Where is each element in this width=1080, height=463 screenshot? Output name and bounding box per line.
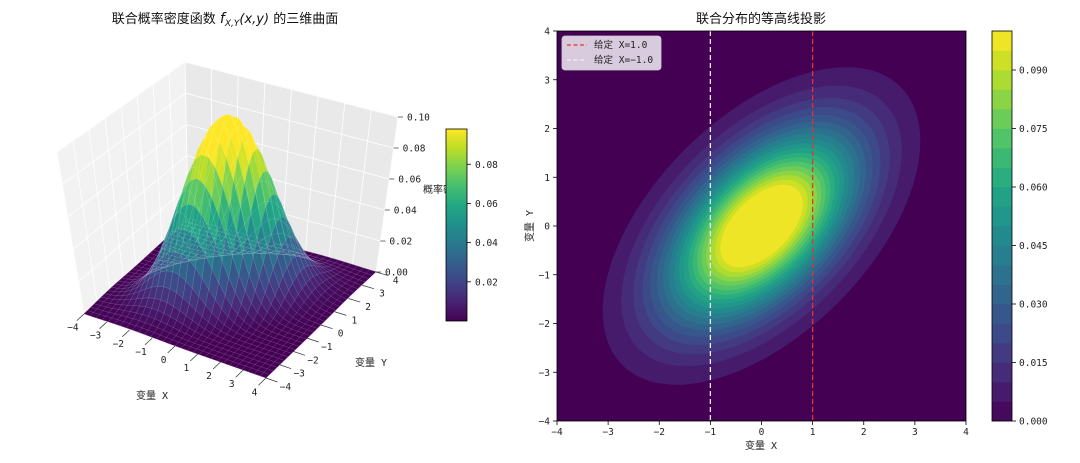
- contour-ytick: 0: [544, 222, 550, 233]
- surface-colorbar: [445, 128, 468, 322]
- surface-mesh: [83, 114, 377, 379]
- contour-ytick: 1: [544, 173, 550, 184]
- contour-vlines: [709, 31, 814, 421]
- contour-ytick: −4: [539, 417, 551, 428]
- surface-colorbar-tick: 0.02: [475, 277, 498, 288]
- contour-colorbar-tick: 0.060: [1019, 183, 1048, 194]
- surface-ytick: 0: [338, 329, 344, 340]
- contour-xtick: 2: [861, 427, 867, 438]
- contour-colorbar-tick: 0.015: [1019, 358, 1048, 369]
- surface-ztick: 0.02: [389, 237, 412, 248]
- surface-xtick: 3: [229, 379, 235, 390]
- contour-title: 联合分布的等高线投影: [696, 11, 826, 27]
- surface-xtick: 2: [206, 371, 212, 382]
- contour-ytick: 3: [544, 75, 550, 86]
- contour-ytick: −3: [539, 368, 550, 379]
- surface-title: 联合概率密度函数 fX,Y(x,y) 的三维曲面: [112, 11, 338, 29]
- contour-ticks: −4 −3 −2 −1 0 1 2 3 4 −4 −3 −2 −1 0 1 2 3 4: [539, 27, 970, 439]
- contour-chart: 联合分布的等高线投影 −4 −3 −2 −1 0 1 2 3 4 −4 −3 −2 −1 0 1 2 3 4 变量…: [523, 11, 1048, 452]
- surface-xtick: 1: [183, 363, 189, 374]
- surface-ytick: −3: [293, 369, 304, 380]
- surface-xtick: −1: [135, 347, 147, 358]
- contour-ytick: −2: [539, 319, 550, 330]
- contour-xtick: −1: [705, 427, 717, 438]
- contour-colorbar-tick: 0.075: [1019, 124, 1048, 135]
- contour-colorbar-tick: 0.000: [1019, 417, 1048, 428]
- contour-colorbar-ticks: 0.000 0.015 0.030 0.045 0.060 0.075 0.090: [1012, 66, 1048, 428]
- contour-xtick: −4: [551, 427, 563, 438]
- surface-ytick: 3: [379, 289, 385, 300]
- contour-xtick: 0: [759, 427, 765, 438]
- contour-ytick: 2: [544, 124, 550, 135]
- contour-colorbar-tick: 0.090: [1019, 66, 1048, 77]
- contour-xlabel: 变量 X: [745, 439, 777, 452]
- surface-colorbar-tick: 0.04: [475, 238, 498, 249]
- surface-xtick: 0: [161, 355, 167, 366]
- surface-ytick: 2: [365, 302, 371, 313]
- surface-xtick: −2: [113, 339, 124, 350]
- contour-xtick: −3: [602, 427, 613, 438]
- surface-ytick: 1: [351, 315, 357, 326]
- contour-xtick: 4: [963, 427, 969, 438]
- contour-xtick: 3: [912, 427, 918, 438]
- surface-xlabel: 变量 X: [136, 389, 168, 402]
- surface-xtick: −4: [67, 323, 79, 334]
- surface-ytick: −4: [280, 382, 292, 393]
- surface-ylabel: 变量 Y: [355, 356, 387, 369]
- surface-ytick: 4: [393, 275, 399, 286]
- surface-ztick: 0.06: [398, 175, 421, 186]
- contour-xtick: 1: [810, 427, 816, 438]
- contour-colorbar-tick: 0.045: [1019, 241, 1048, 252]
- surface-colorbar-ticks: 0.02 0.04 0.06 0.08: [467, 160, 498, 288]
- contour-legend: 给定 X=1.0 给定 X=−1.0: [561, 35, 662, 71]
- legend-label-xm1: 给定 X=−1.0: [594, 54, 653, 66]
- surface-ztick: 0.10: [407, 113, 430, 124]
- surface-xtick: 4: [252, 387, 258, 398]
- contour-fills: [557, 31, 966, 421]
- surface-ztick: 0.00: [385, 268, 408, 279]
- legend-label-x1: 给定 X=1.0: [594, 39, 648, 51]
- contour-ytick: −1: [539, 270, 551, 281]
- contour-level: [720, 184, 803, 268]
- surface-colorbar-tick: 0.06: [475, 199, 498, 210]
- surface-xtick: −3: [90, 331, 101, 342]
- surface-ztick: 0.04: [394, 206, 417, 217]
- contour-ylabel: 变量 Y: [523, 210, 536, 242]
- contour-colorbar-tick: 0.030: [1019, 300, 1048, 311]
- surface-ytick: −1: [321, 342, 333, 353]
- surface-ztick: 0.08: [403, 144, 426, 155]
- surface-ytick: −2: [307, 355, 318, 366]
- contour-colorbar: [991, 30, 1013, 422]
- contour-xtick: −2: [654, 427, 665, 438]
- contour-ytick: 4: [544, 27, 550, 38]
- surface-colorbar-tick: 0.08: [475, 160, 498, 171]
